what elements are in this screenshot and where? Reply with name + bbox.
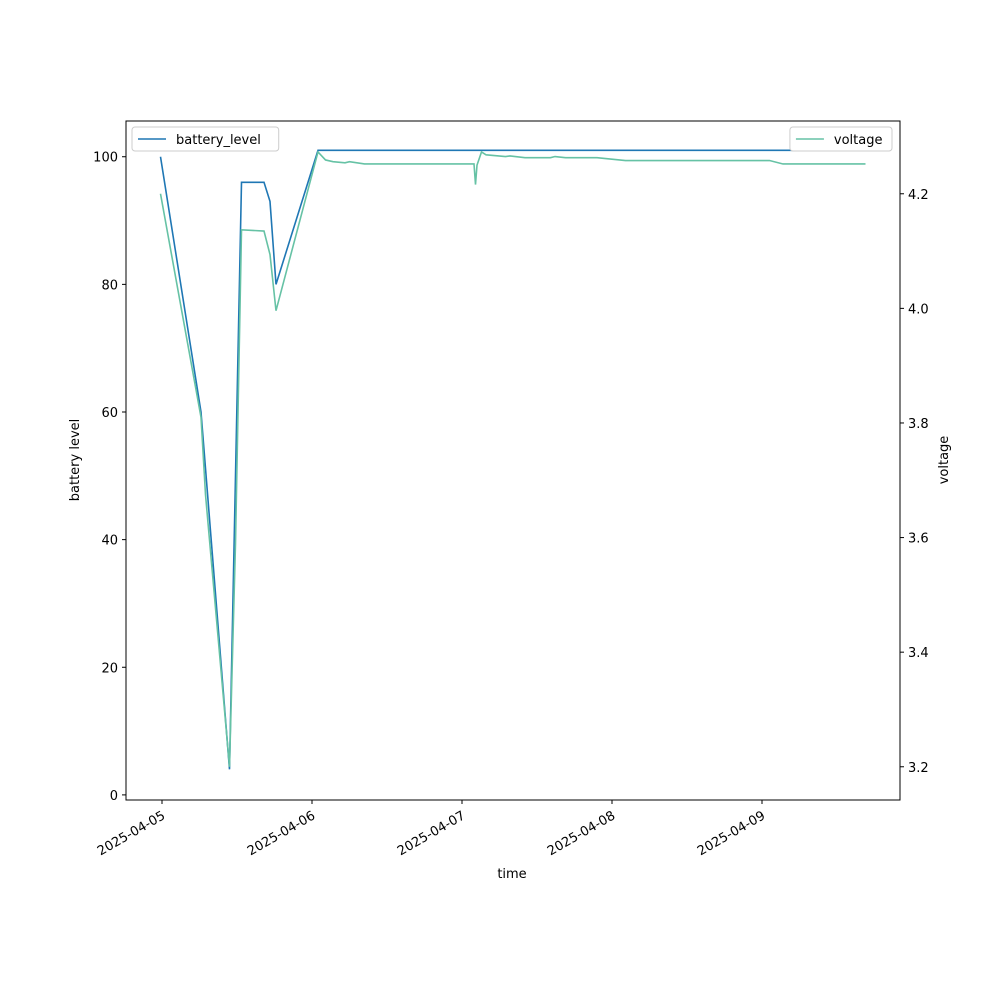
data-line [159,150,866,767]
y2-tick-label: 3.8 [908,417,929,432]
x-tick-label: 2025-04-06 [245,808,318,859]
y-tick-label: 80 [101,278,118,293]
legend-label: voltage [834,133,883,148]
y-axis-label: battery level [68,419,83,502]
legend-label: battery_level [176,133,261,148]
y-tick-label: 20 [101,661,118,676]
plot-frame [125,120,901,801]
x-tick-label: 2025-04-05 [95,808,168,859]
y2-tick-label: 3.6 [908,532,929,547]
x-tick-label: 2025-04-07 [395,808,468,859]
y2-tick-label: 4.0 [908,302,929,317]
legend-box [789,126,893,152]
y-tick-label: 60 [101,406,118,421]
y2-tick-label: 3.4 [908,646,929,661]
data-line [159,149,866,770]
y2-tick-label: 4.2 [908,188,929,203]
y-tick-label: 100 [93,151,118,166]
x-tick-label: 2025-04-09 [695,808,768,859]
legend-box [131,126,280,152]
y-tick-label: 0 [110,789,118,804]
y-tick-label: 40 [101,534,118,549]
x-axis-label: time [497,867,526,882]
y2-tick-label: 3.2 [908,761,929,776]
y2-axis-label: voltage [937,436,952,485]
x-tick-label: 2025-04-08 [545,808,618,859]
